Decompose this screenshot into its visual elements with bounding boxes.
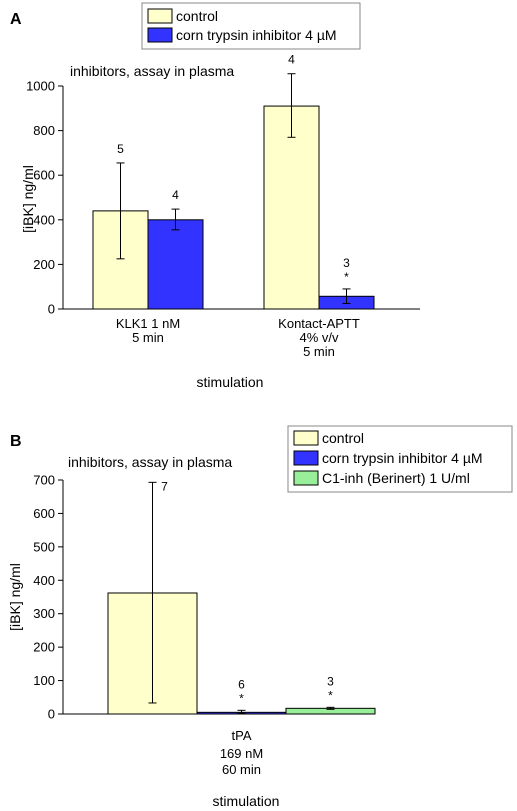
panel-b-n-label: 7 — [161, 479, 168, 493]
panel-a-note: inhibitors, assay in plasma — [70, 63, 234, 79]
panel-a-legend-frame — [141, 2, 361, 50]
panel-a-y-tick-label: 1000 — [26, 79, 55, 94]
panel-a-n-label: 4 — [172, 188, 179, 202]
panel-b-legend-label-control: control — [322, 430, 364, 446]
panel-a-y-axis-title: [iBK] ng/ml — [20, 165, 36, 233]
panel-a-n-label: 4 — [288, 53, 295, 67]
panel-b-category-label: 60 min — [222, 762, 261, 777]
panel-b-y-axis-title: [iBK] ng/ml — [7, 563, 23, 631]
panel-a-x-axis-title: stimulation — [197, 374, 264, 390]
panel-a-legend-label-control: control — [176, 8, 218, 24]
panel-a-y-tick-label: 600 — [33, 168, 55, 183]
panel-b-legend: control corn trypsin inhibitor 4 µM C1-i… — [287, 425, 513, 493]
panel-a-y-tick-label: 400 — [33, 212, 55, 227]
panel-b-y-tick-label: 600 — [33, 506, 55, 521]
panel-b-y-tick-label: 700 — [33, 473, 55, 488]
panel-a-category-label: 4% v/v — [299, 330, 339, 345]
panel-a-category-label: KLK1 1 nM — [116, 316, 180, 331]
panel-a-legend-swatch-control — [147, 8, 173, 24]
panel-b-y-tick-label: 300 — [33, 606, 55, 621]
panel-a-y-tick-label: 200 — [33, 257, 55, 272]
panel-b-x-axis-title: stimulation — [213, 793, 280, 809]
panel-a-y-tick-label: 0 — [48, 302, 55, 317]
panel-b-legend-swatch-cti — [293, 450, 319, 466]
panel-b-y-tick-label: 500 — [33, 539, 55, 554]
panel-b-y-tick-label: 400 — [33, 573, 55, 588]
panel-b-letter: B — [10, 433, 22, 450]
panel-b-significance-label: * — [239, 691, 244, 705]
panel-b-category-label: 169 nM — [220, 746, 263, 761]
panel-a-significance-label: * — [344, 270, 349, 284]
panel-b-note: inhibitors, assay in plasma — [68, 454, 232, 470]
panel-a-category-label: 5 min — [303, 344, 335, 359]
panel-b-legend-label-cti: corn trypsin inhibitor 4 µM — [322, 450, 483, 466]
panel-a-n-label: 5 — [117, 142, 124, 156]
panel-b-significance-label: * — [328, 688, 333, 702]
panel-a-bar — [263, 105, 320, 310]
panel-b-y-tick-label: 100 — [33, 673, 55, 688]
panel-a-bar — [147, 219, 204, 310]
panel-b-legend-label-c1inh: C1-inh (Berinert) 1 U/ml — [322, 470, 470, 486]
panel-b-y-tick-label: 200 — [33, 640, 55, 655]
panel-a-n-label: 3 — [343, 256, 350, 270]
panel-a-letter: A — [10, 11, 22, 28]
panel-b-n-label: 3 — [327, 674, 334, 688]
panel-b-legend-swatch-c1inh — [293, 470, 319, 486]
panel-b-n-label: 6 — [238, 677, 245, 691]
panel-a-legend-swatch-cti — [147, 27, 173, 43]
panel-b-legend-swatch-control — [293, 430, 319, 446]
panel-b-y-tick-label: 0 — [48, 707, 55, 722]
panel-b-category-label: tPA — [232, 728, 252, 743]
panel-a-category-label: Kontact-APTT — [278, 316, 360, 331]
panel-a-legend-label-cti: corn trypsin inhibitor 4 µM — [176, 27, 337, 43]
panel-b-legend-frame — [287, 425, 513, 493]
panel-a-y-tick-label: 800 — [33, 123, 55, 138]
panel-a-category-label: 5 min — [132, 330, 164, 345]
panel-a-legend: control corn trypsin inhibitor 4 µM — [141, 2, 361, 50]
